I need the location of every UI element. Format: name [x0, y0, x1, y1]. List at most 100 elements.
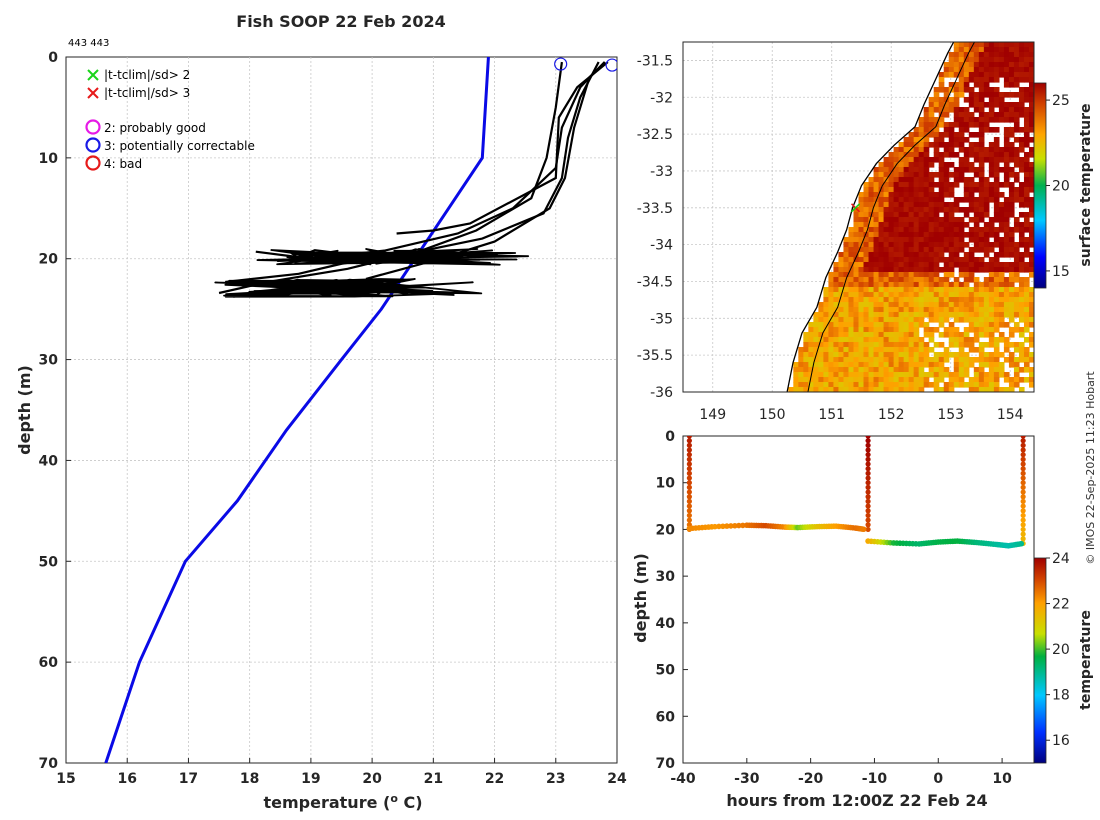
sst-cell: [973, 217, 980, 223]
sst-cell: [1018, 97, 1025, 103]
sst-cell: [908, 182, 915, 188]
sst-cell: [888, 382, 895, 388]
sst-cell: [923, 287, 930, 293]
sst-cell: [978, 52, 985, 58]
sst-cell: [988, 307, 995, 313]
sst-cell: [998, 277, 1005, 283]
sst-cell: [1008, 287, 1015, 293]
sst-cell: [948, 207, 955, 213]
sst-cell: [1008, 232, 1015, 238]
sst-cell: [1008, 187, 1015, 193]
sst-cell: [958, 157, 965, 163]
sst-cell: [933, 317, 940, 323]
sst-cell: [998, 312, 1005, 318]
cast-dot: [1020, 531, 1026, 537]
sst-cell: [843, 262, 850, 268]
sst-cell: [978, 182, 985, 188]
sst-cell: [903, 277, 910, 283]
sst-cell: [888, 312, 895, 318]
sst-cell: [1028, 297, 1034, 303]
sst-cell: [978, 312, 985, 318]
sst-cell: [993, 172, 1000, 178]
sst-cell: [978, 77, 985, 83]
sst-cell: [903, 232, 910, 238]
sst-cell: [908, 202, 915, 208]
sst-cell: [938, 167, 945, 173]
sst-cell: [868, 217, 875, 223]
sst-cell: [1023, 362, 1030, 368]
sst-cell: [1028, 382, 1034, 388]
sst-cell: [918, 192, 925, 198]
sst-cell: [918, 342, 925, 348]
sst-cell: [998, 362, 1005, 368]
sst-cell: [928, 207, 935, 213]
sst-cell: [928, 367, 935, 373]
sst-cell: [898, 272, 905, 278]
sst-cell: [963, 167, 970, 173]
sst-cell: [968, 307, 975, 313]
sst-cell: [958, 332, 965, 338]
sst-cell: [973, 67, 980, 73]
sst-cell: [908, 217, 915, 223]
sst-cell: [838, 262, 845, 268]
sst-cell: [903, 252, 910, 258]
sst-cell: [943, 352, 950, 358]
sst-cell: [958, 167, 965, 173]
sst-cell: [943, 167, 950, 173]
sst-cell: [913, 147, 920, 153]
sst-cell: [908, 222, 915, 228]
sst-cell: [878, 282, 885, 288]
sst-cell: [898, 242, 905, 248]
sst-cell: [833, 297, 840, 303]
sst-cell: [873, 242, 880, 248]
sst-cell: [1028, 102, 1034, 108]
sst-cell: [928, 317, 935, 323]
profile-x-tick-label: 19: [301, 771, 320, 787]
profile-x-label: temperature (o C): [263, 792, 422, 812]
sst-cell: [883, 332, 890, 338]
map-colorbar-tick-label: 20: [1052, 179, 1070, 195]
sst-cell: [1023, 117, 1030, 123]
sst-cell: [858, 382, 865, 388]
sst-cell: [938, 177, 945, 183]
sst-cell: [863, 367, 870, 373]
sst-cell: [928, 162, 935, 168]
sst-cell: [963, 127, 970, 133]
sst-cell: [813, 327, 819, 333]
sst-cell: [978, 167, 985, 173]
sst-cell: [873, 187, 880, 193]
sst-cell: [938, 162, 945, 168]
sst-cell: [928, 117, 935, 123]
sst-cell: [878, 372, 885, 378]
sst-cell: [898, 142, 905, 148]
sst-cell: [1028, 152, 1034, 158]
sst-cell: [983, 372, 990, 378]
sst-cell: [858, 237, 865, 243]
legend-cross-icon: [87, 69, 99, 81]
sst-cell: [983, 207, 990, 213]
sst-cell: [968, 142, 975, 148]
sst-cell: [933, 182, 940, 188]
sst-cell: [943, 382, 950, 388]
sst-cell: [1003, 302, 1010, 308]
sst-cell: [1028, 342, 1034, 348]
sst-cell: [998, 252, 1005, 258]
sst-cell: [918, 347, 925, 353]
sst-cell: [818, 352, 824, 358]
sst-cell: [968, 337, 975, 343]
sst-cell: [1003, 112, 1010, 118]
sst-cell: [978, 267, 985, 273]
sst-cell: [903, 197, 910, 203]
sst-cell: [803, 357, 809, 363]
sst-cell: [893, 157, 900, 163]
sst-cell: [873, 277, 880, 283]
sst-cell: [978, 122, 985, 128]
legend-label: |t-tclim|/sd> 3: [104, 86, 190, 100]
sst-cell: [843, 242, 850, 248]
sst-cell: [873, 212, 880, 218]
sst-cell: [913, 297, 920, 303]
sst-cell: [1023, 77, 1030, 83]
sst-cell: [1008, 202, 1015, 208]
sst-cell: [1023, 297, 1030, 303]
sst-cell: [923, 212, 930, 218]
